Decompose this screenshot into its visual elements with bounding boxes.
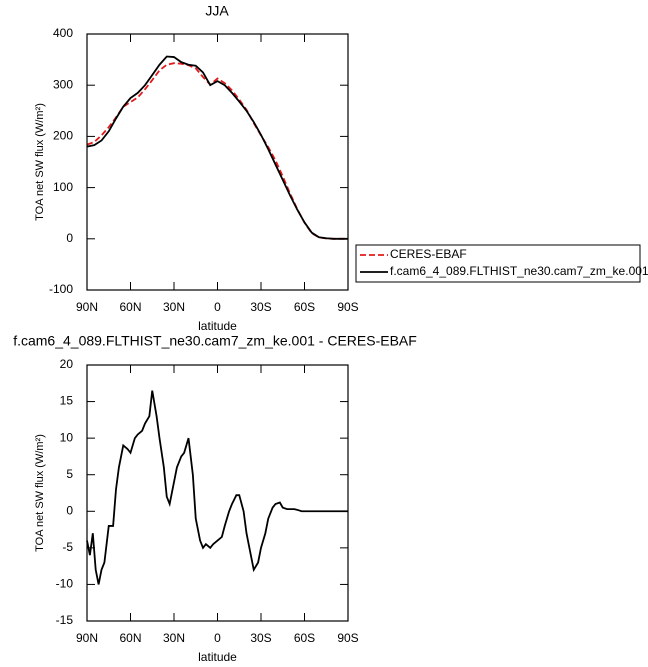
y-tick-label: 0: [66, 503, 73, 517]
x-tick-label: 0: [214, 631, 221, 645]
y-tick-label: 0: [66, 231, 73, 245]
y-tick-label: 400: [53, 26, 73, 40]
legend-label: f.cam6_4_089.FLTHIST_ne30.cam7_zm_ke.001: [390, 264, 648, 278]
x-tick-label: 60N: [119, 631, 141, 645]
y-axis-label: TOA net SW flux (W/m²): [34, 103, 46, 221]
chart-title: f.cam6_4_089.FLTHIST_ne30.cam7_zm_ke.001…: [13, 333, 417, 349]
x-tick-label: 30S: [250, 300, 271, 314]
y-tick-label: -100: [49, 282, 73, 296]
x-tick-label: 30N: [163, 300, 185, 314]
plot-frame: [86, 364, 349, 622]
x-tick-label: 90N: [76, 631, 98, 645]
x-tick-label: 30N: [163, 631, 185, 645]
y-tick-label: 15: [60, 394, 74, 408]
x-tick-label: 0: [214, 300, 221, 314]
x-tick-label: 30S: [250, 631, 271, 645]
legend-label: CERES-EBAF: [390, 247, 467, 261]
y-tick-label: 5: [66, 467, 73, 481]
y-tick-label: -5: [62, 540, 73, 554]
x-axis-label: latitude: [198, 650, 237, 664]
x-axis-label: latitude: [198, 319, 237, 333]
y-axis-label: TOA net SW flux (W/m²): [34, 434, 46, 552]
y-tick-label: 300: [53, 77, 73, 91]
x-tick-label: 90N: [76, 300, 98, 314]
data-line: [86, 62, 348, 240]
plot-frame: [86, 33, 349, 291]
x-tick-label: 90S: [337, 631, 358, 645]
data-line: [86, 55, 348, 240]
y-tick-label: 200: [53, 129, 73, 143]
y-tick-label: -10: [56, 577, 74, 591]
y-tick-label: 100: [53, 180, 73, 194]
y-tick-label: 10: [60, 430, 74, 444]
y-tick-label: 20: [60, 357, 74, 371]
x-tick-label: 60S: [294, 631, 315, 645]
data-line: [86, 390, 348, 585]
chart-title: JJA: [205, 3, 229, 19]
x-tick-label: 90S: [337, 300, 358, 314]
y-tick-label: -15: [56, 613, 74, 627]
legend-box: [355, 244, 641, 283]
x-tick-label: 60S: [294, 300, 315, 314]
x-tick-label: 60N: [119, 300, 141, 314]
